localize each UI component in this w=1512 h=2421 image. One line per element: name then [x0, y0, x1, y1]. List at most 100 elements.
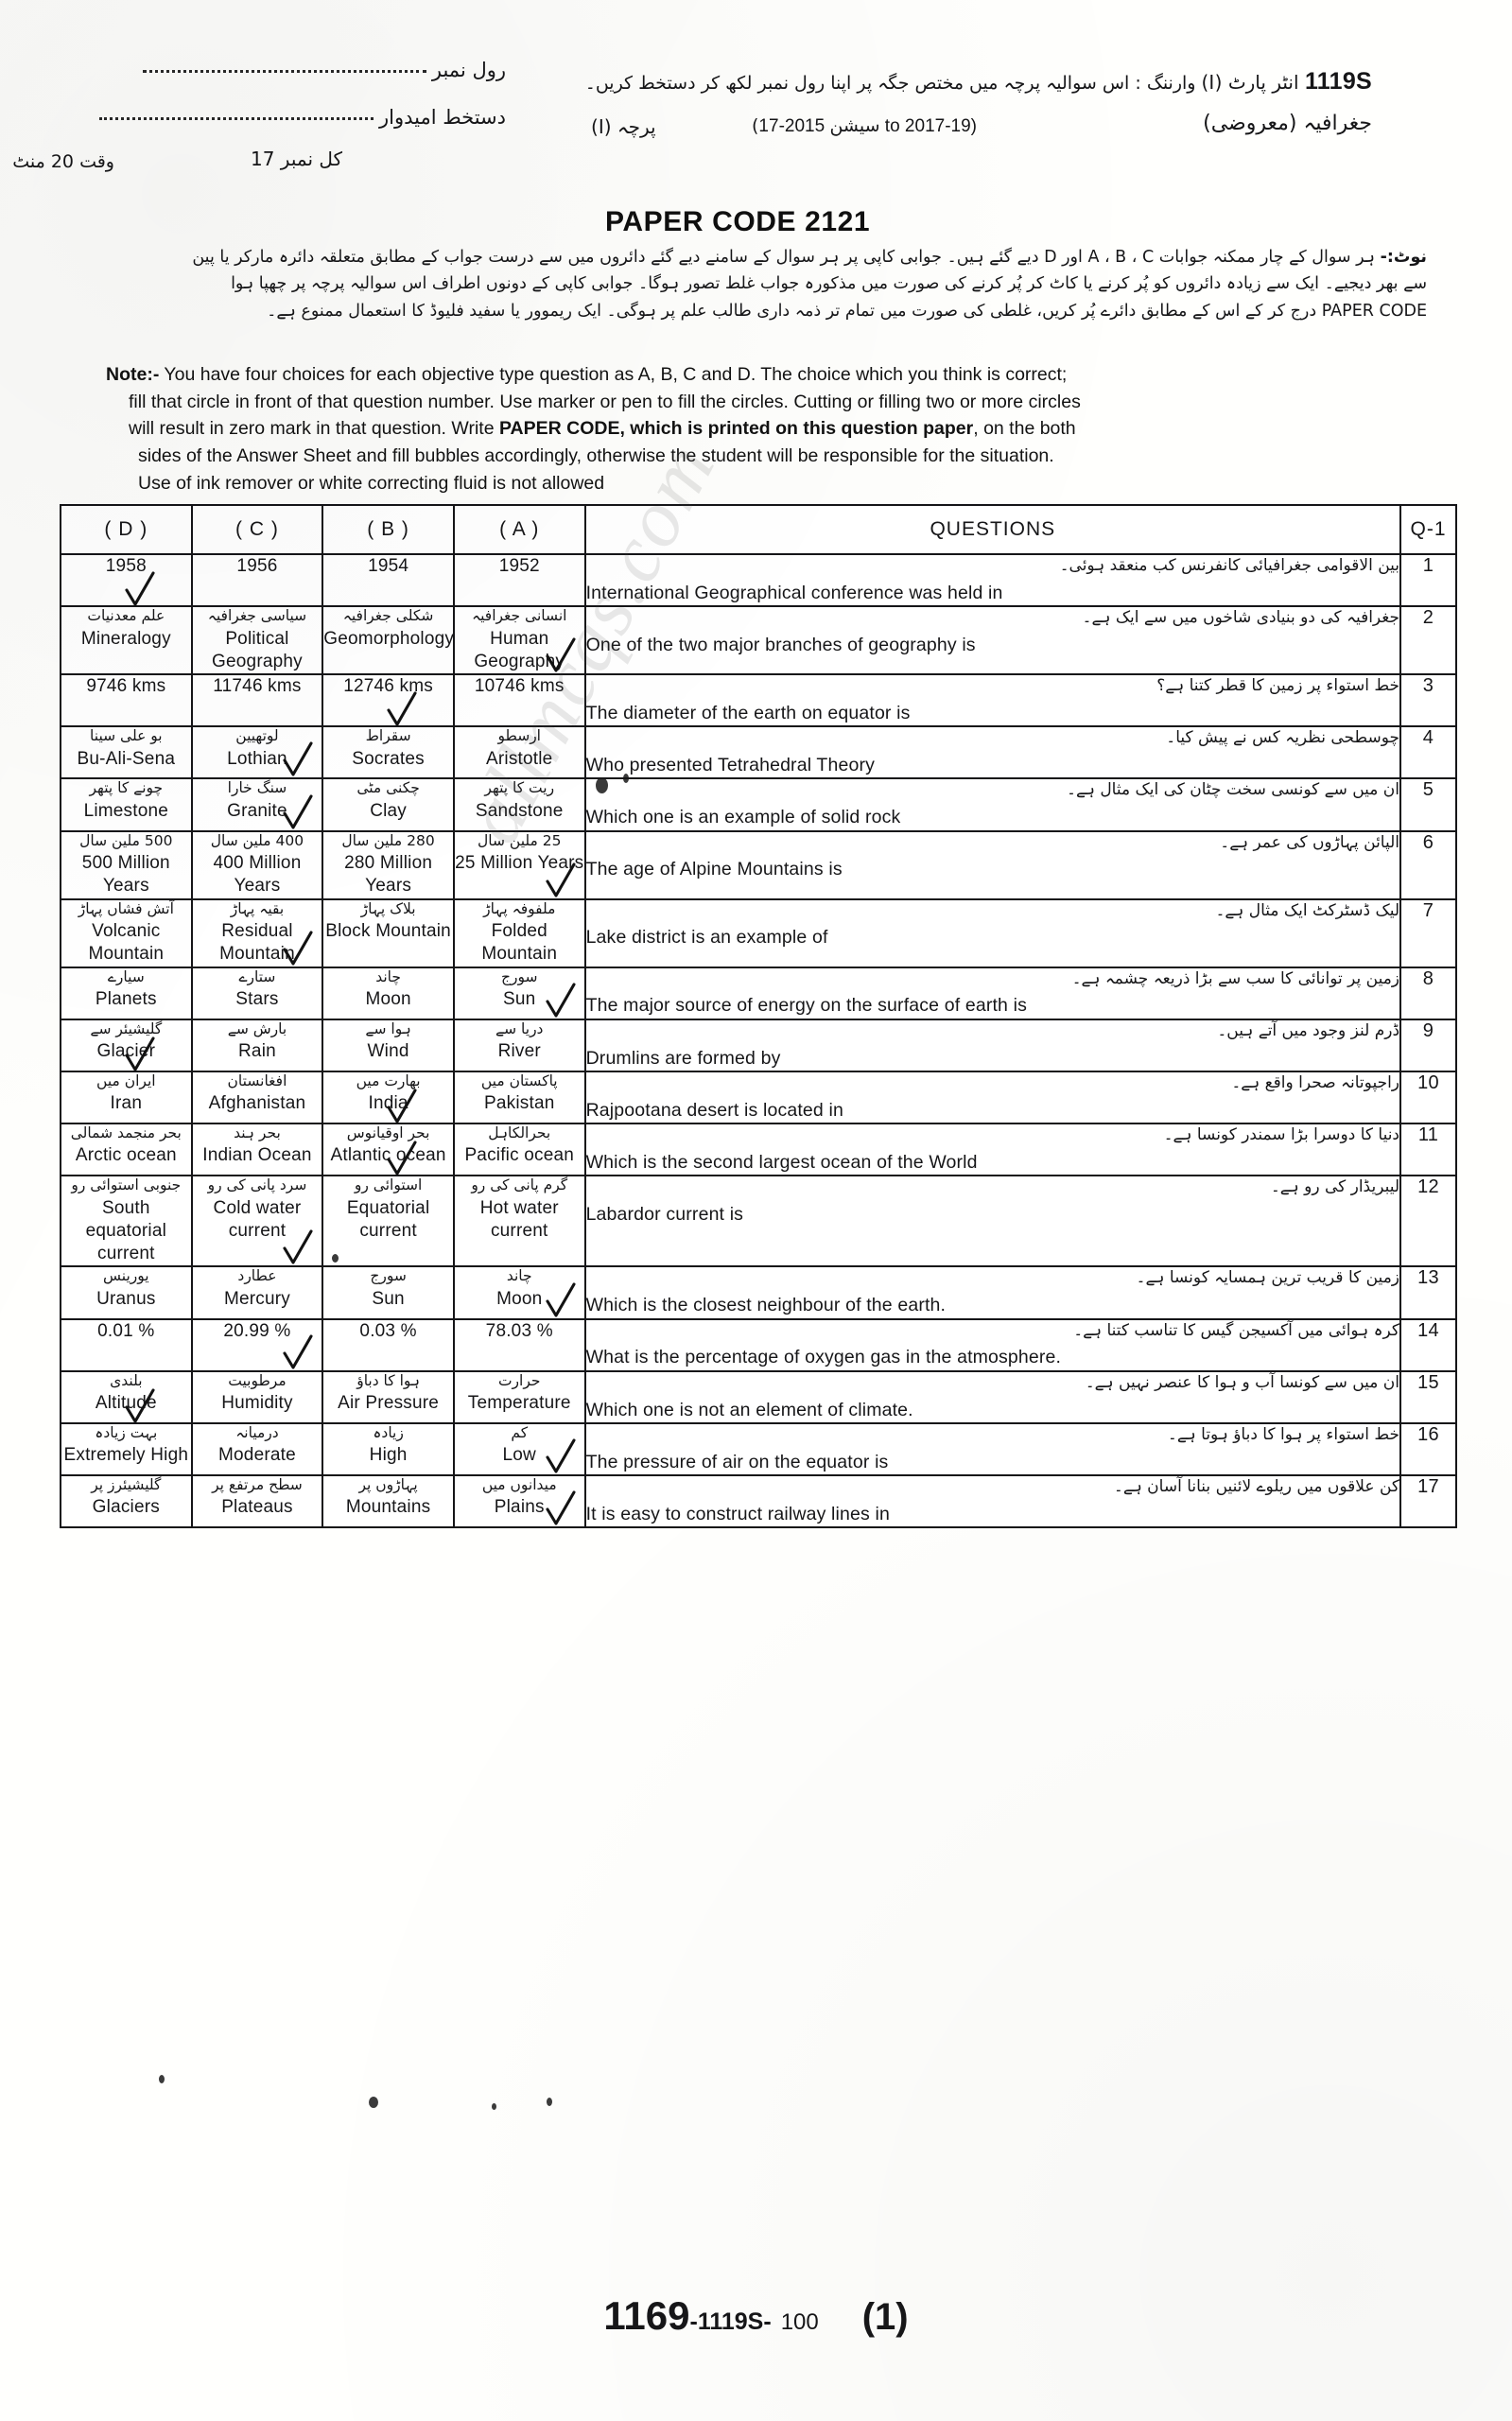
option-cell-a[interactable]: ارسطو Aristotle: [452, 725, 586, 780]
option-cell-a[interactable]: 1952: [452, 552, 586, 608]
option-cell-b[interactable]: چاند Moon: [322, 966, 455, 1020]
option-cell-d[interactable]: 1958: [60, 552, 193, 608]
option-cell-d[interactable]: ایران میں Iran: [60, 1070, 193, 1124]
option-cell-a[interactable]: انسانی جغرافیہ Human Geography: [452, 605, 586, 676]
option-cell-a[interactable]: ریت کا پتھر Sandstone: [452, 777, 586, 832]
option-cell-c[interactable]: بقیہ پہاڑ Residual Mountain: [190, 897, 324, 968]
option-cell-b[interactable]: بلاک پہاڑ Block Mountain: [322, 897, 455, 968]
option-urdu: 400 ملین سال: [210, 831, 304, 849]
option-cell-b[interactable]: شکلی جغرافیہ Geomorphology: [322, 605, 455, 676]
option-urdu: چاند: [506, 1267, 532, 1285]
option-cell-a[interactable]: گرم پانی کی رو Hot water current: [452, 1175, 586, 1268]
question-number: 11: [1399, 1122, 1457, 1177]
option-cell-c[interactable]: افغانستان Afghanistan: [190, 1070, 324, 1124]
roll-number-field[interactable]: رول نمبر: [99, 59, 506, 81]
option-cell-c[interactable]: ستارے Stars: [190, 966, 324, 1020]
option-english: Residual Mountain: [219, 920, 295, 965]
option-cell-d[interactable]: چونے کا پتھر Limestone: [60, 777, 193, 832]
option-cell-c[interactable]: بارش سے Rain: [190, 1018, 324, 1072]
option-cell-d[interactable]: 0.01 %: [60, 1317, 193, 1372]
option-english: 280 Million Years: [344, 852, 433, 897]
option-cell-d[interactable]: 500 ملین سال 500 Million Years: [60, 829, 193, 900]
footer-code: -1119S-: [689, 2308, 772, 2335]
option-cell-b[interactable]: 280 ملین سال 280 Million Years: [322, 829, 455, 900]
option-cell-b[interactable]: چکنی مٹی Clay: [322, 777, 455, 832]
option-cell-d[interactable]: علم معدنیات Mineralogy: [60, 605, 193, 676]
option-cell-b[interactable]: بحر اوقیانوس Atlantic ocean: [322, 1122, 455, 1177]
option-cell-b[interactable]: 1954: [322, 552, 455, 608]
option-cell-c[interactable]: 1956: [190, 552, 324, 608]
question-cell: ڈرم لنز وجود میں آتے ہیں۔ Drumlins are fo…: [583, 1018, 1402, 1072]
option-cell-a[interactable]: سورج Sun: [452, 966, 586, 1020]
mcq-table-wrapper: ( D ) ( C ) ( B ) ( A ) QUESTIONS Q-1 19…: [60, 504, 1457, 1529]
option-cell-a[interactable]: 78.03 %: [452, 1317, 586, 1372]
option-cell-d[interactable]: بلندی Altitude: [60, 1369, 193, 1424]
option-cell-d[interactable]: سیارے Planets: [60, 966, 193, 1020]
option-cell-a[interactable]: 25 ملین سال 25 Million Years: [452, 829, 586, 900]
option-cell-c[interactable]: مرطوبیت Humidity: [190, 1369, 324, 1424]
option-cell-d[interactable]: 9746 kms: [60, 673, 193, 728]
option-cell-d[interactable]: آتش فشاں پہاڑ Volcanic Mountain: [60, 897, 193, 968]
option-cell-c[interactable]: سنگ خارا Granite: [190, 777, 324, 832]
option-english: Aristotle: [486, 748, 553, 769]
option-cell-b[interactable]: بھارت میں India: [322, 1070, 455, 1124]
option-english: 0.03 %: [359, 1320, 417, 1341]
option-cell-b[interactable]: زیادہ High: [322, 1421, 455, 1477]
option-cell-a[interactable]: چاند Moon: [452, 1265, 586, 1320]
option-cell-b[interactable]: سورج Sun: [322, 1265, 455, 1320]
option-cell-a[interactable]: ملفوفہ پہاڑ Folded Mountain: [452, 897, 586, 968]
option-cell-a[interactable]: پاکستان میں Pakistan: [452, 1070, 586, 1124]
option-cell-d[interactable]: گلیشیئر سے Glacier: [60, 1018, 193, 1072]
option-cell-a[interactable]: دریا سے River: [452, 1018, 586, 1072]
question-urdu: کن علاقوں میں ریلوے لائنیں بنانا آسان ہے…: [1113, 1477, 1400, 1496]
option-cell-c[interactable]: سرد پانی کی رو Cold water current: [190, 1175, 324, 1268]
option-cell-b[interactable]: 0.03 %: [322, 1317, 455, 1372]
option-cell-c[interactable]: 400 ملین سال 400 Million Years: [190, 829, 324, 900]
table-row: جنوبی استوائی رو South equatorial current…: [60, 1175, 1457, 1268]
note-en-line5: Use of ink remover or white correcting f…: [138, 472, 605, 494]
table-row: 1958 1956 1954 1952 بین الاقوامی جغرافیائی ک…: [60, 552, 1457, 608]
option-cell-c[interactable]: 20.99 %: [190, 1317, 324, 1372]
option-cell-a[interactable]: حرارت Temperature: [452, 1369, 586, 1424]
option-cell-b[interactable]: استوائی رو Equatorial current: [322, 1175, 455, 1268]
option-urdu: 25 ملین سال: [478, 831, 562, 849]
option-cell-c[interactable]: سطح مرتفع پر Plateaus: [190, 1473, 324, 1529]
option-cell-d[interactable]: جنوبی استوائی رو South equatorial current: [60, 1175, 193, 1268]
option-english: High: [369, 1445, 408, 1466]
option-english: Volcanic Mountain: [88, 920, 165, 965]
question-cell: الپائن پہاڑوں کی عمر ہے۔ The age of Alpin…: [583, 829, 1402, 900]
option-cell-a[interactable]: کم Low: [452, 1421, 586, 1477]
option-cell-c[interactable]: عطارد Mercury: [190, 1265, 324, 1320]
option-cell-d[interactable]: گلیشیئرز پر Glaciers: [60, 1473, 193, 1529]
option-cell-b[interactable]: سقراط Socrates: [322, 725, 455, 780]
option-cell-a[interactable]: بحرالکاہل Pacific ocean: [452, 1122, 586, 1177]
option-cell-a[interactable]: میدانوں میں Plains: [452, 1473, 586, 1529]
option-urdu: لوتھیین: [235, 727, 279, 745]
option-urdu: چونے کا پتھر: [89, 779, 164, 797]
option-cell-c[interactable]: درمیانہ Moderate: [190, 1421, 324, 1477]
option-urdu: کم: [511, 1423, 529, 1441]
option-cell-b[interactable]: پہاڑوں پر Mountains: [322, 1473, 455, 1529]
paper-header: رول نمبر دستخط امیدوار 1119S انٹر پارٹ (…: [0, 0, 1512, 284]
candidate-signature-field[interactable]: دستخط امیدوار: [99, 106, 506, 129]
option-cell-b[interactable]: ہوا کا دباؤ Air Pressure: [322, 1369, 455, 1424]
option-cell-c[interactable]: 11746 kms: [190, 673, 324, 728]
option-english: Mountains: [345, 1497, 431, 1518]
option-cell-c[interactable]: لوتھیین Lothian: [190, 725, 324, 780]
option-urdu: بحر منجمد شمالی: [70, 1123, 182, 1141]
question-urdu: لیبریڈار کی رو ہے۔: [1270, 1177, 1400, 1197]
question-cell: لیبریڈار کی رو ہے۔ Labardor current is: [583, 1175, 1402, 1268]
option-cell-a[interactable]: 10746 kms: [452, 673, 586, 728]
option-cell-d[interactable]: بو علی سینا Bu-Ali-Sena: [60, 725, 193, 780]
option-cell-b[interactable]: ہوا سے Wind: [322, 1018, 455, 1072]
option-cell-c[interactable]: بحر ہند Indian Ocean: [190, 1122, 324, 1177]
option-cell-d[interactable]: بحر منجمد شمالی Arctic ocean: [60, 1122, 193, 1177]
option-cell-c[interactable]: سیاسی جغرافیہ Political Geography: [190, 605, 324, 676]
option-cell-b[interactable]: 12746 kms: [322, 673, 455, 728]
option-cell-d[interactable]: بہت زیادہ Extremely High: [60, 1421, 193, 1477]
question-cell: ان میں سے کونسی سخت چٹان کی ایک مثال ہے۔…: [583, 777, 1402, 832]
col-header-questions: QUESTIONS: [583, 504, 1402, 555]
option-english: Low: [502, 1445, 536, 1466]
option-cell-d[interactable]: یورینس Uranus: [60, 1265, 193, 1320]
